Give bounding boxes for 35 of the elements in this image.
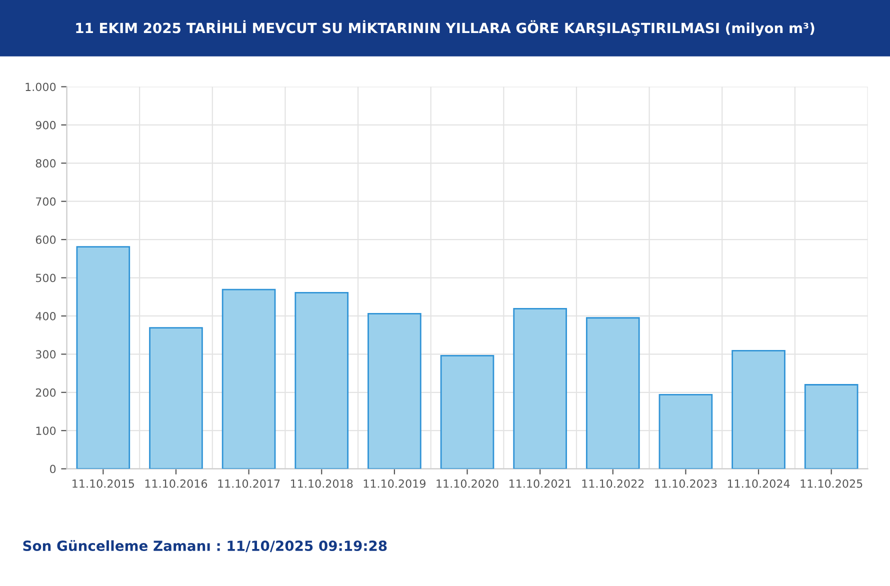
x-tick-label: 11.10.2017: [218, 479, 280, 488]
bar: [76, 246, 130, 469]
bar: [586, 317, 640, 469]
y-tick-label: 500: [36, 274, 56, 282]
x-tick-label: 11.10.2019: [364, 479, 426, 488]
bar: [368, 312, 422, 469]
bar: [222, 288, 276, 469]
y-tick-label: 1.000: [26, 82, 56, 92]
y-tick-label: 400: [36, 312, 56, 320]
x-tick-label: 11.10.2015: [72, 479, 134, 488]
y-tick-label: 700: [36, 197, 56, 206]
y-tick-label: 0: [50, 464, 56, 474]
y-tick-label: 900: [36, 120, 56, 130]
chart-title: 11 EKIM 2025 TARİHLİ MEVCUT SU MİKTARININ YILLARA GÖRE KARŞILAŞTIRILMASI (milyon m³): [76, 20, 814, 36]
x-tick-label: 11.10.2020: [436, 479, 498, 488]
y-tick-label: 200: [36, 388, 56, 397]
x-tick-label: 11.10.2025: [800, 479, 862, 488]
bar: [149, 327, 203, 469]
text: Son Güncelleme Zamanı : 11/10/2025 09:19:28: [23, 540, 387, 552]
y-tick-label: 300: [36, 350, 56, 359]
x-tick-label: 11.10.2018: [291, 479, 353, 488]
bar: [732, 350, 786, 469]
bar: [658, 394, 713, 469]
y-tick-label: 800: [36, 159, 56, 168]
bar: [294, 292, 349, 469]
y-tick-label: 600: [36, 236, 56, 244]
bar: [440, 355, 494, 469]
x-tick-label: 11.10.2024: [728, 479, 790, 488]
bar: [513, 308, 567, 469]
x-tick-label: 11.10.2023: [655, 479, 717, 488]
x-tick-label: 11.10.2021: [509, 479, 571, 488]
x-tick-label: 11.10.2016: [145, 479, 208, 488]
y-tick-label: 100: [36, 426, 56, 435]
bar: [804, 384, 858, 469]
x-tick-label: 11.10.2022: [582, 479, 644, 488]
